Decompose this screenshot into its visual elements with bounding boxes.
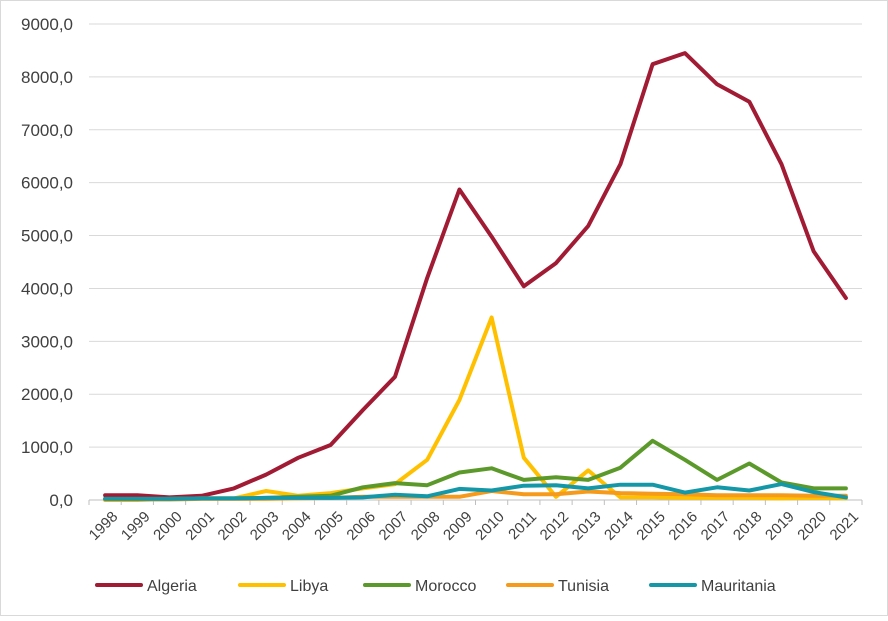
legend-item-morocco: Morocco <box>363 578 476 595</box>
y-tick-label: 3000,0 <box>21 332 73 351</box>
x-tick-label: 1998 <box>86 508 122 544</box>
y-tick-label: 8000,0 <box>21 68 73 87</box>
y-tick-label: 6000,0 <box>21 174 73 193</box>
legend-label: Tunisia <box>558 578 609 595</box>
x-tick-label: 2014 <box>601 508 637 544</box>
legend-label: Libya <box>290 578 328 595</box>
x-tick-label: 2010 <box>472 508 508 544</box>
legend-item-mauritania: Mauritania <box>649 578 776 595</box>
x-tick-label: 2013 <box>569 508 605 544</box>
x-tick-label: 2011 <box>505 508 540 543</box>
x-tick-label: 2017 <box>698 508 734 544</box>
y-tick-label: 2000,0 <box>21 385 73 404</box>
x-tick-label: 2016 <box>665 508 701 544</box>
x-tick-label: 2012 <box>537 508 573 544</box>
x-tick-label: 2006 <box>343 508 379 544</box>
y-tick-label: 1000,0 <box>21 438 73 457</box>
x-tick-label: 1999 <box>118 508 154 544</box>
x-tick-label: 2007 <box>376 508 412 544</box>
x-tick-label: 2018 <box>730 508 766 544</box>
series-line-algeria <box>103 51 848 500</box>
x-tick-label: 2005 <box>311 508 347 544</box>
series-lines <box>103 51 848 502</box>
series-line-mauritania <box>103 482 848 501</box>
y-tick-label: 0,0 <box>49 491 73 510</box>
legend-item-algeria: Algeria <box>95 578 197 595</box>
x-tick-label: 2020 <box>794 508 830 544</box>
x-tick-label: 2021 <box>827 508 863 544</box>
x-tick-label: 2008 <box>408 508 444 544</box>
gridlines <box>89 23 862 448</box>
x-tick-label: 2019 <box>762 508 798 544</box>
y-tick-label: 7000,0 <box>21 121 73 140</box>
x-tick-label: 2009 <box>440 508 476 544</box>
y-tick-label: 5000,0 <box>21 227 73 246</box>
x-tick-label: 2002 <box>215 508 251 544</box>
legend-item-tunisia: Tunisia <box>506 578 609 595</box>
legend-label: Algeria <box>147 578 197 595</box>
y-tick-label: 9000,0 <box>21 15 73 34</box>
legend-label: Morocco <box>415 578 476 595</box>
legend-item-libya: Libya <box>238 578 328 595</box>
axes: 0,0 1000,0 2000,0 3000,0 4000,0 5000,0 6000,0 7… <box>21 15 863 544</box>
x-tick-label: 2001 <box>182 508 218 544</box>
x-tick-label: 2015 <box>633 508 669 544</box>
legend-label: Mauritania <box>701 578 776 595</box>
x-tick-label: 2000 <box>150 508 186 544</box>
legend: Algeria Libya Morocco Tunisia Mauritania <box>95 578 776 595</box>
x-tick-label: 2003 <box>247 508 283 544</box>
y-tick-label: 4000,0 <box>21 279 73 298</box>
x-tick-label: 2004 <box>279 508 315 544</box>
